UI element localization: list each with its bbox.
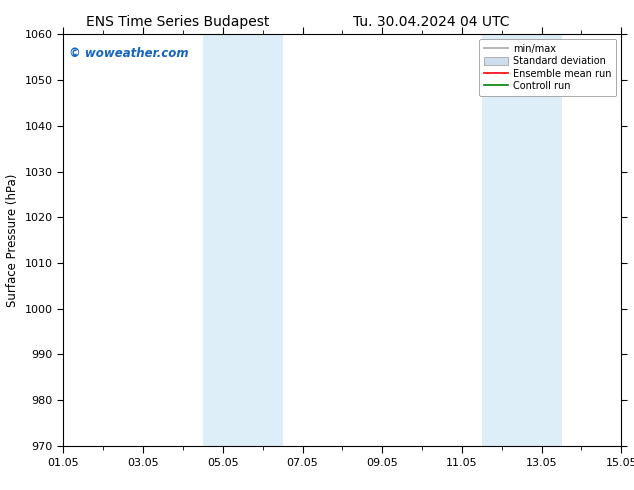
Text: © woweather.com: © woweather.com [69,47,188,60]
Legend: min/max, Standard deviation, Ensemble mean run, Controll run: min/max, Standard deviation, Ensemble me… [479,39,616,96]
Y-axis label: Surface Pressure (hPa): Surface Pressure (hPa) [6,173,19,307]
Bar [203,34,283,446]
Bar [482,34,562,446]
Text: ENS Time Series Budapest: ENS Time Series Budapest [86,15,269,29]
Text: Tu. 30.04.2024 04 UTC: Tu. 30.04.2024 04 UTC [353,15,509,29]
